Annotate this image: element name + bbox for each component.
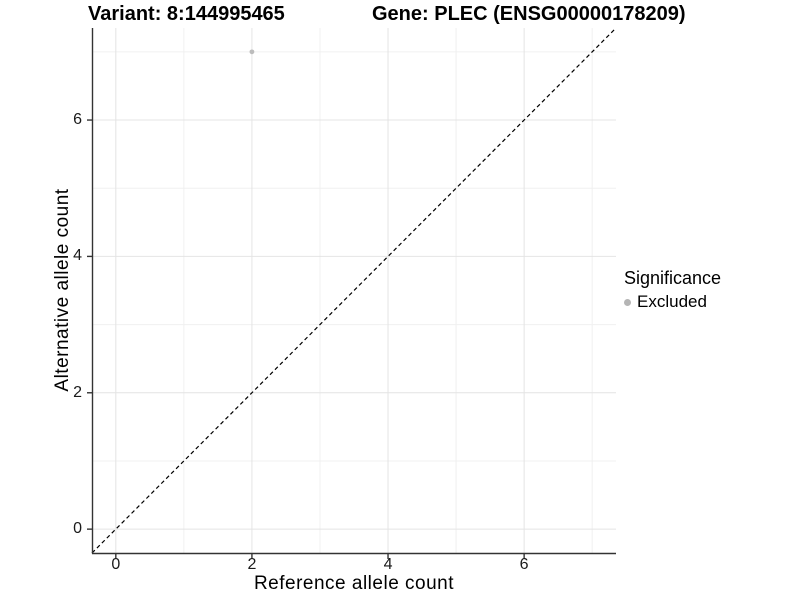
x-tick-label: 6 bbox=[519, 556, 529, 573]
legend-item-excluded: Excluded bbox=[624, 292, 721, 312]
plot-title-gene: Gene: PLEC (ENSG00000178209) bbox=[372, 3, 686, 25]
y-tick-label: 2 bbox=[73, 383, 82, 401]
legend: Significance Excluded bbox=[624, 268, 721, 312]
plot-panel bbox=[87, 28, 617, 559]
identity-dashed-line bbox=[91, 28, 617, 554]
y-tick-label: 0 bbox=[73, 520, 82, 538]
legend-items: Excluded bbox=[624, 292, 721, 312]
plot-title-variant: Variant: 8:144995465 bbox=[88, 3, 285, 25]
legend-title: Significance bbox=[624, 268, 722, 288]
data-point-excluded[interactable] bbox=[249, 49, 255, 55]
x-tick-label: 2 bbox=[247, 556, 257, 573]
x-tick-label: 4 bbox=[383, 556, 393, 573]
y-axis-title: Alternative allele count bbox=[52, 188, 73, 392]
y-tick-label: 4 bbox=[73, 247, 82, 265]
x-axis-title: Reference allele count bbox=[253, 573, 455, 594]
legend-item-label: Excluded bbox=[637, 292, 707, 311]
y-tick-label: 6 bbox=[73, 111, 82, 129]
x-tick-label: 0 bbox=[111, 556, 121, 573]
legend-key-icon bbox=[624, 298, 631, 306]
